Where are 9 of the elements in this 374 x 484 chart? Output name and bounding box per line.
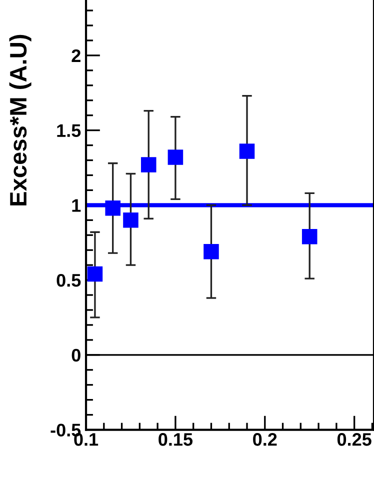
y-tick-label: 1.5 [57,124,81,138]
y-tick-label: 2 [72,49,80,62]
y-tick-label: 0.5 [56,274,81,287]
x-tick-label: 0.15 [158,433,193,446]
y-tick-label: 1 [72,199,81,212]
x-tick-label: 0.25 [337,433,372,446]
y-axis-title: Excess*M (A.U) [9,34,32,206]
x-tick-label: 0.2 [253,433,277,446]
y-tick-label: 0 [72,348,80,362]
